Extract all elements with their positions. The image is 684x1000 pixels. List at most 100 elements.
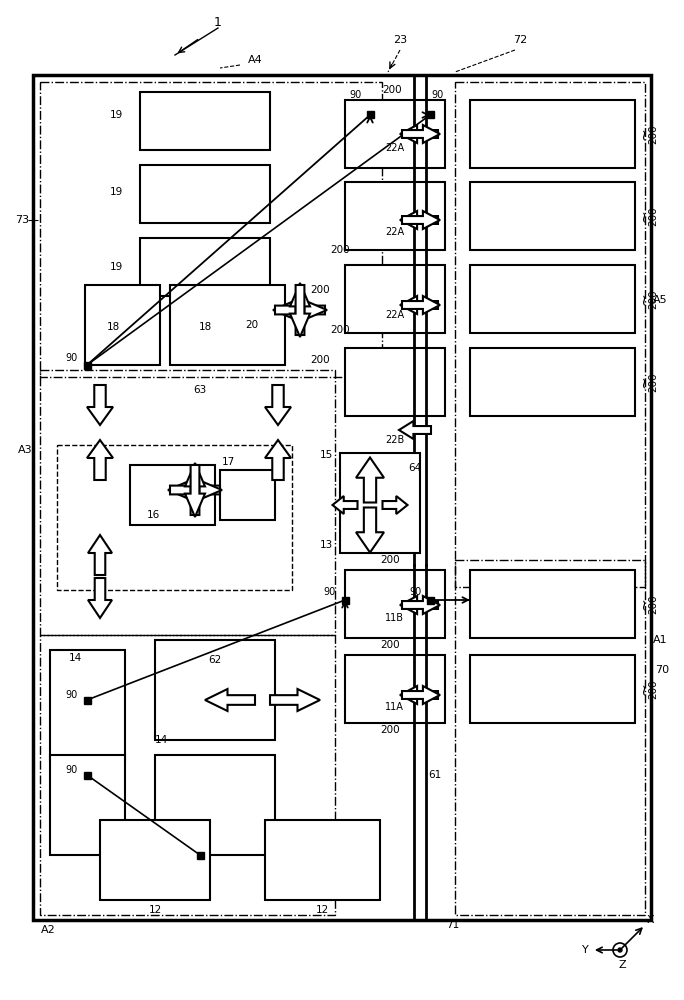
Text: 200: 200 [330, 245, 350, 255]
Bar [140, 165, 270, 223]
Text: 61: 61 [428, 770, 442, 780]
Text: ~: ~ [635, 683, 650, 695]
Polygon shape [265, 385, 291, 425]
Text: 200: 200 [380, 640, 399, 650]
Bar [345, 182, 445, 250]
Bar [341, 596, 349, 603]
Bar [367, 110, 373, 117]
Text: 90: 90 [66, 765, 78, 775]
Polygon shape [185, 463, 205, 515]
Text: 90: 90 [66, 690, 78, 700]
Text: 73: 73 [15, 215, 29, 225]
Bar [57, 445, 292, 590]
Bar [170, 285, 285, 365]
Text: 13: 13 [319, 540, 333, 550]
Bar [470, 182, 635, 250]
Text: 200: 200 [648, 679, 658, 699]
Text: 62: 62 [209, 655, 222, 665]
Polygon shape [399, 421, 431, 439]
Polygon shape [332, 496, 358, 514]
Text: 15: 15 [319, 450, 333, 460]
Polygon shape [87, 440, 113, 480]
Polygon shape [87, 385, 113, 425]
Text: 200: 200 [310, 355, 330, 365]
Text: 22A: 22A [385, 227, 404, 237]
Bar [470, 655, 635, 723]
Polygon shape [185, 465, 205, 517]
Bar [100, 820, 210, 900]
Text: 200: 200 [648, 206, 658, 226]
Text: 72: 72 [513, 35, 527, 45]
Text: 23: 23 [393, 35, 407, 45]
Text: 90: 90 [432, 90, 444, 100]
Polygon shape [265, 440, 291, 480]
Text: 200: 200 [648, 124, 658, 144]
Bar [455, 82, 645, 587]
Bar [265, 820, 380, 900]
Bar [50, 755, 125, 855]
Polygon shape [382, 496, 408, 514]
Text: 11B: 11B [385, 613, 404, 623]
Text: 18: 18 [199, 322, 212, 332]
Text: 14: 14 [155, 735, 168, 745]
Polygon shape [402, 596, 440, 614]
Text: 90: 90 [409, 587, 421, 597]
Bar [83, 696, 90, 704]
Text: 12: 12 [315, 905, 328, 915]
Text: 22A: 22A [385, 143, 404, 153]
Text: 200: 200 [382, 85, 402, 95]
Text: A2: A2 [40, 925, 55, 935]
Bar [470, 570, 635, 638]
Polygon shape [356, 508, 384, 552]
Text: 14: 14 [69, 653, 82, 663]
Bar [470, 100, 635, 168]
Polygon shape [275, 300, 327, 320]
Polygon shape [88, 578, 112, 618]
Text: ~: ~ [635, 128, 650, 140]
Bar [345, 348, 445, 416]
Text: 200: 200 [330, 325, 350, 335]
Bar [470, 265, 635, 333]
Bar [345, 265, 445, 333]
Bar [155, 640, 275, 740]
Bar [140, 238, 270, 296]
Text: 200: 200 [380, 725, 399, 735]
Text: ~: ~ [635, 210, 650, 222]
Text: 20: 20 [245, 320, 258, 330]
Bar [83, 361, 90, 368]
Bar [33, 75, 651, 920]
Text: ~: ~ [635, 376, 650, 388]
Bar [427, 110, 434, 117]
Bar [40, 370, 335, 635]
Text: 19: 19 [109, 110, 123, 120]
Text: X: X [646, 915, 654, 925]
Polygon shape [290, 285, 310, 337]
Bar [345, 570, 445, 638]
Polygon shape [400, 596, 438, 614]
Text: 19: 19 [109, 262, 123, 272]
Text: 19: 19 [109, 187, 123, 197]
Polygon shape [356, 458, 384, 502]
Polygon shape [402, 211, 440, 229]
Polygon shape [400, 686, 438, 704]
Bar [83, 772, 90, 778]
Text: A3: A3 [18, 445, 32, 455]
Text: 200: 200 [648, 594, 658, 614]
Bar [470, 348, 635, 416]
Text: 70: 70 [655, 665, 669, 675]
Polygon shape [168, 480, 220, 500]
Polygon shape [88, 535, 112, 575]
Text: 90: 90 [66, 353, 78, 363]
Polygon shape [270, 689, 320, 711]
Text: 71: 71 [447, 920, 460, 930]
Text: Z: Z [618, 960, 626, 970]
Text: ~: ~ [635, 293, 650, 305]
Bar [196, 852, 204, 858]
Text: 17: 17 [222, 457, 235, 467]
Text: 1: 1 [214, 15, 222, 28]
Circle shape [618, 948, 622, 952]
Bar [455, 560, 645, 915]
Text: 22A: 22A [385, 310, 404, 320]
Text: 11A: 11A [385, 702, 404, 712]
Bar [50, 650, 125, 760]
